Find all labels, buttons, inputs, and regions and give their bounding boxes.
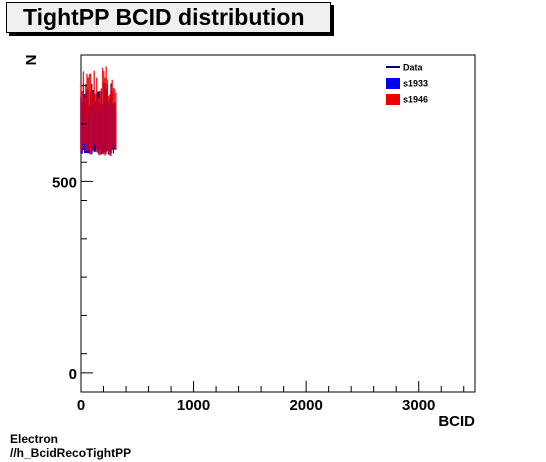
x-tick-label: 3000 bbox=[402, 397, 435, 414]
chart-title: TightPP BCID distribution bbox=[23, 4, 305, 30]
x-tick-label: 0 bbox=[77, 397, 85, 414]
legend-label: s1933 bbox=[403, 79, 428, 89]
x-tick-label: 2000 bbox=[289, 397, 322, 414]
y-tick-label: 0 bbox=[69, 366, 77, 383]
legend-label: Data bbox=[403, 63, 424, 73]
y-axis-label: N bbox=[23, 55, 40, 66]
legend-swatch-s1946 bbox=[386, 94, 400, 105]
legend-label: s1946 bbox=[403, 95, 428, 105]
title-box: TightPP BCID distribution bbox=[6, 2, 331, 33]
legend-swatch-s1933 bbox=[386, 78, 400, 89]
legend: Data s1933 s1946 bbox=[386, 63, 428, 105]
x-tick-label: 1000 bbox=[177, 397, 210, 414]
x-axis-label: BCID bbox=[438, 413, 475, 430]
plot-frame bbox=[80, 54, 476, 393]
footer-histogram-path: //h_BcidRecoTightPP bbox=[10, 446, 132, 460]
y-tick-label: 500 bbox=[52, 174, 77, 191]
footer-particle-label: Electron bbox=[10, 432, 59, 446]
histogram-layer bbox=[80, 66, 117, 157]
axis-layer: 0 1000 2000 3000 0 500 bbox=[52, 85, 465, 414]
